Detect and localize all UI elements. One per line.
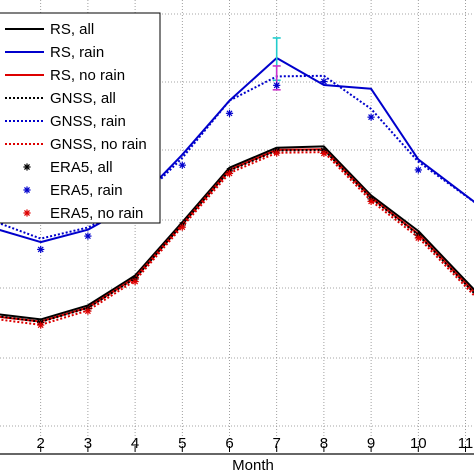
star-stroke xyxy=(415,166,422,173)
data-point-star xyxy=(84,307,92,315)
legend-entry: GNSS, no rain xyxy=(5,136,147,153)
markers-group xyxy=(37,77,422,329)
star-stroke xyxy=(24,187,30,193)
legend-entry: ERA5, all xyxy=(23,159,113,176)
x-tick-label: 2 xyxy=(37,435,45,452)
data-point-star xyxy=(273,81,281,89)
legend-entry: RS, all xyxy=(5,21,94,38)
star-stroke xyxy=(368,198,375,205)
x-tick-label: 11 xyxy=(458,435,474,452)
legend-label: ERA5, all xyxy=(50,159,113,176)
legend-entry: RS, no rain xyxy=(5,67,125,84)
x-tick-label: 9 xyxy=(367,435,375,452)
star-stroke xyxy=(226,110,233,117)
legend-label: ERA5, rain xyxy=(50,182,123,199)
star-stroke xyxy=(273,150,280,157)
star-stroke xyxy=(24,164,30,170)
star-stroke xyxy=(132,278,139,285)
star-stroke xyxy=(273,82,280,89)
data-point-star xyxy=(131,277,139,286)
legend-entry: RS, rain xyxy=(5,44,104,61)
x-ticks: 2 3 4 5 6 7 8 9 10 11 xyxy=(37,435,474,452)
legend-label: GNSS, rain xyxy=(50,113,126,130)
series-line xyxy=(0,74,474,240)
x-tick-label: 8 xyxy=(320,435,328,452)
data-point-star xyxy=(273,149,281,157)
data-point-star xyxy=(367,113,375,121)
data-point-star xyxy=(37,245,45,254)
legend-label: GNSS, all xyxy=(50,90,116,107)
legend: RS, all RS, rain RS, no rain GNSS, all GNSS,… xyxy=(0,12,161,224)
x-tick-label: 3 xyxy=(84,435,92,452)
data-point-star xyxy=(320,149,328,157)
star-stroke xyxy=(84,308,91,315)
legend-label: GNSS, no rain xyxy=(50,136,147,153)
star-stroke xyxy=(415,235,422,241)
legend-entry: ERA5, rain xyxy=(23,182,123,199)
star-stroke xyxy=(37,246,44,253)
data-point-star xyxy=(37,321,45,329)
data-point-star xyxy=(225,169,234,178)
data-point-star xyxy=(178,223,186,231)
star-stroke xyxy=(226,170,233,177)
data-point-star xyxy=(23,209,31,217)
legend-label: ERA5, no rain xyxy=(50,205,143,222)
data-point-star xyxy=(84,232,92,240)
star-stroke xyxy=(368,114,375,121)
legend-label: RS, rain xyxy=(50,44,104,61)
series-line xyxy=(0,57,474,244)
star-stroke xyxy=(320,150,327,157)
x-tick-label: 7 xyxy=(273,435,281,452)
x-axis-label: Month xyxy=(232,457,274,474)
data-point-star xyxy=(225,109,234,117)
data-point-star xyxy=(414,166,422,174)
star-stroke xyxy=(37,322,44,329)
x-tick-label: 4 xyxy=(131,435,139,452)
plot-frame xyxy=(0,453,474,455)
data-point-star xyxy=(23,163,31,171)
star-stroke xyxy=(179,162,186,169)
legend-entry: GNSS, rain xyxy=(5,113,126,130)
series-line xyxy=(0,148,474,323)
data-point-star xyxy=(320,77,328,86)
data-point-star xyxy=(23,186,31,194)
x-tick-label: 6 xyxy=(225,435,233,452)
legend-entry: GNSS, all xyxy=(5,90,116,107)
legend-entry: ERA5, no rain xyxy=(23,205,143,222)
x-tick-label: 10 xyxy=(410,435,427,452)
legend-label: RS, all xyxy=(50,21,94,38)
x-tick-label: 5 xyxy=(178,435,186,452)
star-stroke xyxy=(320,78,327,85)
data-point-star xyxy=(367,197,375,206)
star-stroke xyxy=(179,224,186,231)
series-line xyxy=(0,151,474,326)
star-stroke xyxy=(24,210,30,216)
legend-label: RS, no rain xyxy=(50,67,125,84)
star-stroke xyxy=(84,233,91,240)
data-point-star xyxy=(178,161,186,169)
data-point-star xyxy=(414,234,422,242)
